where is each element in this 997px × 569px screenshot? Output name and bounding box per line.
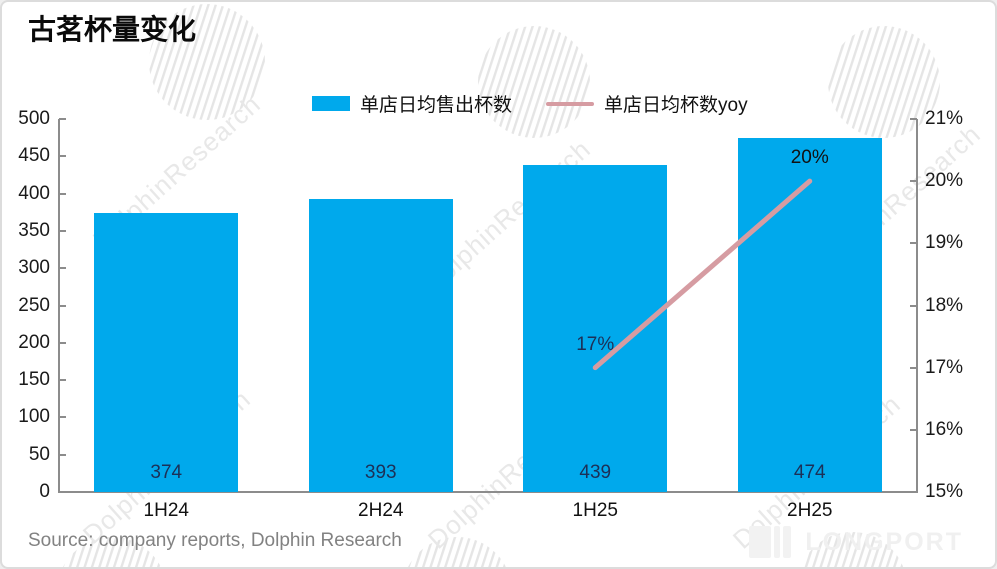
bar-legend-swatch xyxy=(312,96,350,111)
right-axis-tick-label: 18% xyxy=(925,294,964,316)
left-axis-tick-label: 100 xyxy=(18,406,50,428)
logo-block xyxy=(774,526,781,558)
right-axis-tick xyxy=(910,491,917,493)
bar-value-label: 439 xyxy=(579,461,612,483)
right-axis-tick xyxy=(910,366,917,369)
left-axis-tick xyxy=(59,192,66,195)
x-axis-category-label: 1H24 xyxy=(143,500,189,521)
x-axis-category-label: 2H25 xyxy=(787,500,833,521)
left-axis-tick xyxy=(59,229,66,232)
bar-value-label: 374 xyxy=(150,461,183,483)
bar-value-label: 474 xyxy=(793,461,826,483)
right-axis-tick xyxy=(910,428,917,431)
right-axis-tick-label: 16% xyxy=(925,418,964,440)
right-axis-tick xyxy=(910,180,917,183)
left-axis-tick xyxy=(59,341,66,344)
line-legend-label: 单店日均杯数yoy xyxy=(604,95,748,116)
longport-logo-icon xyxy=(749,526,792,558)
left-axis-tick-label: 450 xyxy=(18,145,50,167)
left-axis-tick-label: 500 xyxy=(18,108,50,129)
left-axis-tick xyxy=(59,118,66,120)
logo-block xyxy=(749,526,772,558)
right-axis-tick-label: 19% xyxy=(925,232,964,254)
longport-logo: LONGPORT xyxy=(749,526,963,558)
left-axis-tick xyxy=(59,379,66,382)
x-axis-category-label: 2H24 xyxy=(358,500,404,521)
bar-legend-label: 单店日均售出杯数 xyxy=(360,95,513,116)
x-axis xyxy=(58,491,918,493)
bar-value-label: 393 xyxy=(364,461,397,483)
left-axis-tick xyxy=(59,304,66,307)
right-axis-tick-label: 15% xyxy=(925,481,964,502)
left-axis-tick-label: 50 xyxy=(28,443,50,465)
left-axis-tick xyxy=(59,416,66,419)
left-axis-tick-label: 300 xyxy=(18,257,50,279)
bar: 374 xyxy=(94,212,239,492)
line-point-label: 20% xyxy=(790,147,829,169)
left-axis-tick-label: 200 xyxy=(18,331,50,353)
right-axis-tick-label: 20% xyxy=(925,170,964,192)
legend-item-bar: 单店日均售出杯数 xyxy=(312,90,512,117)
right-axis-tick xyxy=(910,304,917,307)
left-axis-tick xyxy=(59,453,66,456)
left-axis-tick-label: 250 xyxy=(18,294,50,316)
line-point-label: 17% xyxy=(576,333,615,355)
left-axis-tick xyxy=(59,267,66,270)
source-note: Source: company reports, Dolphin Researc… xyxy=(28,530,402,551)
x-axis-category-label: 1H25 xyxy=(572,500,618,521)
right-axis-tick xyxy=(910,242,917,245)
y-axis-right xyxy=(916,119,918,492)
logo-block xyxy=(783,526,792,558)
bar: 393 xyxy=(308,198,453,492)
left-axis-tick-label: 0 xyxy=(39,481,50,502)
left-axis-tick-label: 150 xyxy=(18,369,50,391)
longport-logo-text: LONGPORT xyxy=(805,527,963,556)
left-axis-tick-label: 350 xyxy=(18,219,50,241)
left-axis-tick xyxy=(59,155,66,158)
right-axis-tick-label: 17% xyxy=(925,356,964,378)
left-axis-tick-label: 400 xyxy=(18,182,50,204)
left-axis-tick xyxy=(59,491,66,493)
bar: 474 xyxy=(737,138,882,492)
